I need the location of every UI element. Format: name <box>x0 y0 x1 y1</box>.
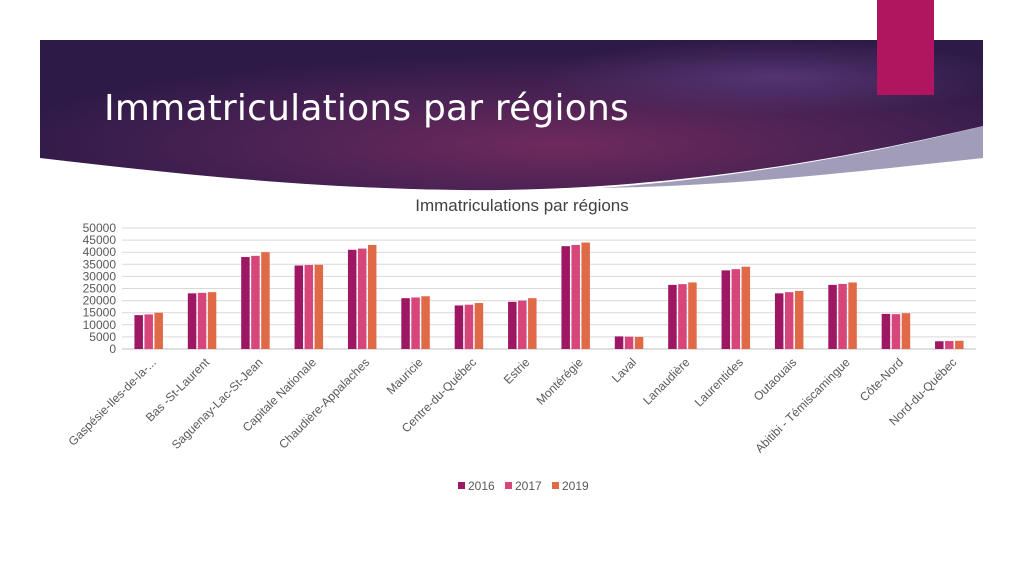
bar-2016 <box>614 336 624 349</box>
legend-label: 2016 <box>468 479 495 493</box>
bar-2019 <box>955 340 964 349</box>
y-tick-label: 15000 <box>83 306 117 320</box>
bar-2019 <box>314 264 324 349</box>
bar-2017 <box>251 255 260 349</box>
legend-swatch <box>458 482 465 489</box>
x-tick-label: Estrie <box>501 355 533 387</box>
y-tick-label: 10000 <box>83 318 117 332</box>
bar-2019 <box>474 303 484 349</box>
slide-title: Immatriculations par régions <box>104 88 629 129</box>
title-banner <box>40 40 983 191</box>
legend-swatch <box>505 482 512 489</box>
bar-2016 <box>347 249 357 349</box>
bar-2016 <box>721 270 731 349</box>
bar-2019 <box>901 313 911 349</box>
bar-2017 <box>197 292 207 349</box>
bar-2019 <box>207 292 217 349</box>
bar-2016 <box>294 265 304 349</box>
bar-2016 <box>241 257 250 349</box>
y-tick-label: 45000 <box>83 233 117 247</box>
x-tick-label: Laurentides <box>692 355 746 409</box>
y-tick-label: 35000 <box>83 257 117 271</box>
chart-title: Immatriculations par régions <box>415 196 629 215</box>
legend-label: 2019 <box>562 479 589 493</box>
bar-2017 <box>891 314 901 349</box>
y-tick-label: 25000 <box>83 282 117 296</box>
bar-2019 <box>848 282 857 349</box>
bar-2017 <box>144 314 153 349</box>
x-tick-label: Lanaudière <box>640 355 693 408</box>
bar-2017 <box>731 269 741 349</box>
bar-2017 <box>571 244 580 349</box>
y-tick-label: 40000 <box>83 245 117 259</box>
bar-2019 <box>688 282 697 349</box>
bar-2017 <box>624 336 634 349</box>
bar-2016 <box>401 298 410 349</box>
bar-2016 <box>935 341 944 349</box>
y-tick-label: 0 <box>109 342 116 356</box>
bar-2019 <box>421 296 430 349</box>
x-tick-label: Outaouais <box>751 355 800 404</box>
legend-swatch <box>552 482 559 489</box>
bar-2016 <box>508 301 517 349</box>
bar-2017 <box>411 297 420 349</box>
bar-2017 <box>945 341 954 349</box>
x-tick-label: Montérégie <box>533 355 586 408</box>
x-axis-ticks: Gaspésie-Iles-de-la-...Bas -St-LaurentSa… <box>65 355 959 456</box>
bar-2019 <box>581 242 590 349</box>
bar-2016 <box>774 293 784 349</box>
x-tick-label: Saguenay-Lac-St-Jean <box>169 355 266 452</box>
bar-2019 <box>794 290 804 349</box>
bar-2019 <box>741 266 751 349</box>
y-tick-label: 20000 <box>83 294 117 308</box>
x-tick-label: Gaspésie-Iles-de-la-... <box>65 355 158 448</box>
bar-2016 <box>828 284 837 349</box>
bar-2019 <box>528 298 537 349</box>
x-tick-label: Mauricie <box>384 355 426 397</box>
legend: 2016 2017 2019 <box>458 479 589 493</box>
accent-tab <box>877 0 934 95</box>
bar-2016 <box>881 313 891 349</box>
bar-2017 <box>678 284 687 349</box>
bar-2017 <box>464 304 474 349</box>
bar-2017 <box>838 283 847 349</box>
y-axis-ticks: 0500010000150002000025000300003500040000… <box>83 221 117 356</box>
legend-label: 2017 <box>515 479 542 493</box>
bar-2016 <box>561 246 570 349</box>
bar-2019 <box>367 244 377 349</box>
bar-2019 <box>634 336 644 349</box>
bar-2016 <box>454 305 464 349</box>
grid-lines <box>122 227 976 350</box>
x-tick-label: Laval <box>609 355 639 385</box>
bar-2016 <box>134 315 143 349</box>
y-tick-label: 50000 <box>83 221 117 235</box>
bar-2016 <box>187 293 197 349</box>
bar-2017 <box>304 265 314 349</box>
bar-2017 <box>518 300 527 349</box>
bar-2017 <box>784 292 794 349</box>
y-tick-label: 5000 <box>89 330 116 344</box>
x-tick-label: Abitibi - Témiscamingue <box>752 355 853 456</box>
x-tick-label: Chaudière-Appalaches <box>276 355 372 451</box>
bar-2016 <box>668 284 677 349</box>
bar-2019 <box>154 312 163 349</box>
x-tick-label: Côte-Nord <box>857 355 906 404</box>
y-tick-label: 30000 <box>83 269 117 283</box>
bar-2019 <box>261 252 270 349</box>
bar-2017 <box>357 248 367 349</box>
bars <box>134 242 964 349</box>
